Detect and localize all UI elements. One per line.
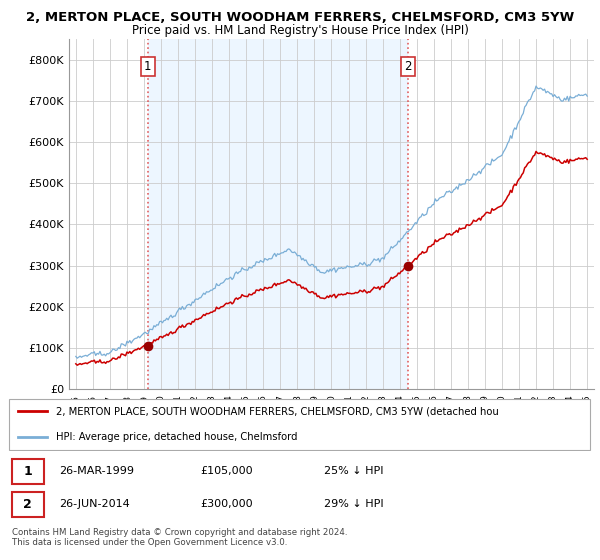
- Text: 2, MERTON PLACE, SOUTH WOODHAM FERRERS, CHELMSFORD, CM3 5YW: 2, MERTON PLACE, SOUTH WOODHAM FERRERS, …: [26, 11, 574, 24]
- Text: Price paid vs. HM Land Registry's House Price Index (HPI): Price paid vs. HM Land Registry's House …: [131, 24, 469, 36]
- Text: 26-MAR-1999: 26-MAR-1999: [59, 466, 134, 477]
- Text: 25% ↓ HPI: 25% ↓ HPI: [323, 466, 383, 477]
- Text: 2: 2: [23, 498, 32, 511]
- Text: Contains HM Land Registry data © Crown copyright and database right 2024.
This d: Contains HM Land Registry data © Crown c…: [12, 528, 347, 547]
- Bar: [148, 39, 408, 389]
- FancyBboxPatch shape: [9, 399, 590, 450]
- FancyBboxPatch shape: [12, 492, 44, 516]
- Text: 29% ↓ HPI: 29% ↓ HPI: [323, 500, 383, 510]
- Text: 2: 2: [404, 60, 412, 73]
- Text: 26-JUN-2014: 26-JUN-2014: [59, 500, 130, 510]
- Text: £105,000: £105,000: [200, 466, 253, 477]
- FancyBboxPatch shape: [12, 459, 44, 484]
- Text: 1: 1: [144, 60, 152, 73]
- Text: 1: 1: [23, 465, 32, 478]
- Text: HPI: Average price, detached house, Chelmsford: HPI: Average price, detached house, Chel…: [56, 432, 298, 442]
- Text: £300,000: £300,000: [200, 500, 253, 510]
- Text: 2, MERTON PLACE, SOUTH WOODHAM FERRERS, CHELMSFORD, CM3 5YW (detached hou: 2, MERTON PLACE, SOUTH WOODHAM FERRERS, …: [56, 407, 499, 417]
